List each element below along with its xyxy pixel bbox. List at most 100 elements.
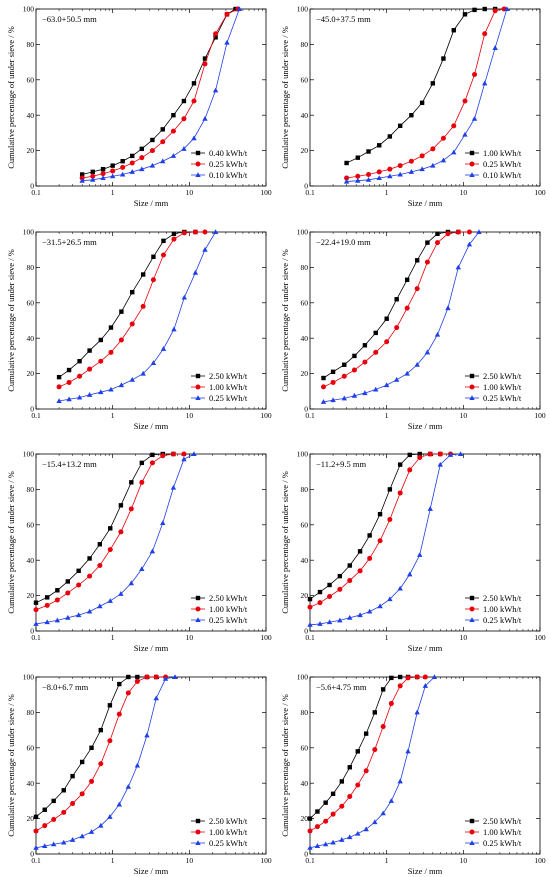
x-axis-label: Size / mm xyxy=(408,421,443,431)
y-tick-label: 80 xyxy=(301,485,309,494)
data-point xyxy=(98,727,103,733)
y-tick-label: 0 xyxy=(304,182,308,191)
series-3 xyxy=(79,6,243,183)
x-tick-label: 100 xyxy=(534,633,546,642)
data-point xyxy=(407,571,413,577)
data-point xyxy=(54,617,61,623)
x-tick-label: 1 xyxy=(111,411,115,420)
data-point xyxy=(409,113,414,118)
data-point xyxy=(120,159,125,164)
data-point xyxy=(341,395,347,401)
data-point xyxy=(419,166,425,172)
data-point xyxy=(75,612,82,618)
legend-entry: 2.50 kWh/t xyxy=(209,816,248,826)
data-point xyxy=(129,480,134,485)
legend-marker xyxy=(469,384,475,390)
series-line xyxy=(309,676,435,849)
data-point xyxy=(434,331,441,337)
y-tick-label: 0 xyxy=(304,405,308,414)
data-point xyxy=(455,229,461,235)
data-point xyxy=(339,803,345,809)
y-tick-label: 20 xyxy=(27,146,35,155)
data-point xyxy=(380,810,386,816)
data-point xyxy=(330,811,336,817)
y-tick-label: 80 xyxy=(301,263,309,272)
legend-entry: 1.00 kWh/t xyxy=(209,604,248,614)
y-tick-label: 60 xyxy=(27,75,35,84)
data-point xyxy=(366,149,371,154)
data-point xyxy=(100,171,106,177)
legend-marker xyxy=(195,373,201,379)
data-point xyxy=(170,153,177,158)
data-point xyxy=(437,451,443,457)
data-point xyxy=(89,745,94,750)
chart-panel-2: 0.1 1 10 100 0 20 40 60 80 100 Size / mm Cumulative… xyxy=(280,5,546,208)
series-3 xyxy=(56,229,219,404)
data-point xyxy=(476,229,482,234)
data-point xyxy=(462,131,468,137)
data-point xyxy=(42,823,48,829)
data-point xyxy=(351,367,357,373)
series-1 xyxy=(321,229,461,381)
y-tick-label: 0 xyxy=(30,182,34,191)
data-point xyxy=(404,305,410,311)
data-point xyxy=(352,353,357,359)
data-point xyxy=(407,452,412,458)
data-point xyxy=(351,392,358,398)
data-point xyxy=(171,236,177,242)
y-axis-label: Cumulative percentage of under sieve / % xyxy=(280,694,290,837)
x-tick-label: 10 xyxy=(186,856,194,865)
data-point xyxy=(317,589,323,595)
data-point xyxy=(397,163,403,169)
panel-annotation: −8.0+6.7 mm xyxy=(42,682,89,692)
data-point xyxy=(377,603,383,609)
data-point xyxy=(98,358,104,364)
data-point xyxy=(414,674,420,680)
legend-entry: 1.00 kWh/t xyxy=(209,382,248,392)
data-point xyxy=(66,396,72,402)
x-tick-label: 100 xyxy=(260,633,272,642)
data-point xyxy=(65,614,71,620)
data-point xyxy=(130,289,135,295)
legend: 2.50 kWh/t1.00 kWh/t0.25 kWh/t xyxy=(465,371,522,403)
y-tick-label: 20 xyxy=(27,591,35,600)
data-point xyxy=(427,506,433,511)
data-point xyxy=(362,390,368,396)
y-axis-label: Cumulative percentage of under sieve / % xyxy=(280,471,290,614)
data-point xyxy=(482,6,487,12)
data-point xyxy=(97,542,103,547)
data-point xyxy=(327,593,333,599)
data-point xyxy=(56,398,62,404)
data-point xyxy=(387,487,393,492)
data-point xyxy=(160,520,166,526)
panel-annotation: −31.5+26.5 mm xyxy=(42,237,97,247)
data-point xyxy=(383,382,390,388)
series-1 xyxy=(307,451,443,602)
data-point xyxy=(434,240,440,246)
data-point xyxy=(430,146,436,152)
series-line xyxy=(309,676,418,819)
data-point xyxy=(55,588,60,593)
data-point xyxy=(139,155,145,161)
data-point xyxy=(330,791,336,797)
data-point xyxy=(129,321,135,327)
data-point xyxy=(344,160,349,166)
data-point xyxy=(366,171,372,177)
data-point xyxy=(87,556,92,561)
data-point xyxy=(417,455,423,461)
data-point xyxy=(144,732,150,738)
x-tick-label: 0.1 xyxy=(305,633,315,642)
data-point xyxy=(109,173,116,179)
y-tick-label: 40 xyxy=(301,556,309,565)
x-axis-label: Size / mm xyxy=(134,643,169,653)
panel-annotation: −15.4+13.2 mm xyxy=(42,459,97,469)
data-point xyxy=(150,137,155,143)
data-point xyxy=(144,674,150,680)
panel-annotation: −5.6+4.75 mm xyxy=(316,682,367,692)
data-point xyxy=(153,695,159,701)
y-tick-label: 100 xyxy=(297,5,309,14)
x-axis-label: Size / mm xyxy=(134,198,169,208)
data-point xyxy=(171,231,177,236)
data-point xyxy=(54,597,60,603)
data-point xyxy=(347,793,353,799)
